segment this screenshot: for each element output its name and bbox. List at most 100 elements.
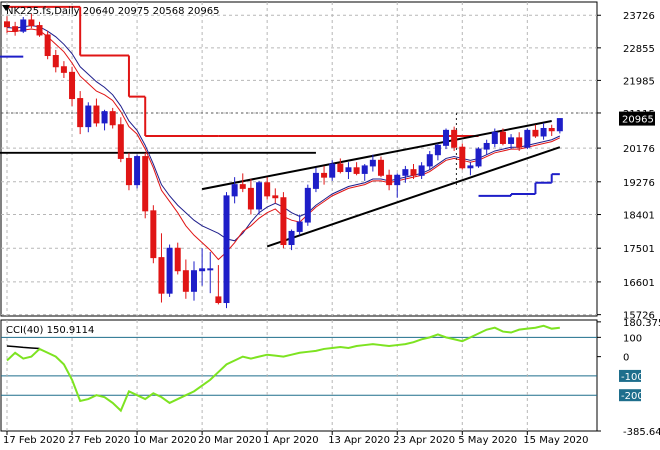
candle-bear: [117, 124, 124, 159]
candle-bull: [231, 184, 238, 197]
candle-bear: [4, 21, 10, 28]
time-tick-label: 17 Feb 2020: [3, 435, 65, 446]
cci-tick-label: 180.3754: [623, 318, 660, 329]
candle-bear: [150, 210, 157, 259]
candle-bull: [426, 154, 433, 167]
candle-bull: [434, 144, 441, 156]
candle-bear: [44, 34, 51, 57]
candle-bull: [256, 182, 263, 210]
cci-label: CCI(40) 150.9114: [6, 325, 94, 336]
candle-bull: [467, 165, 474, 169]
candle-bull: [418, 165, 425, 176]
candle-bear: [499, 131, 506, 144]
cci-black-segment: [6, 345, 40, 350]
price-tick-label: 21985: [623, 76, 655, 87]
last-price-box: [619, 111, 655, 126]
candle-bull: [475, 148, 482, 167]
collapse-triangle-icon[interactable]: [2, 5, 10, 11]
candle-bear: [109, 111, 116, 126]
candle-bull: [329, 163, 336, 178]
candle-bear: [451, 129, 458, 148]
candle-bear: [36, 25, 43, 36]
cci-level-marker: [619, 389, 641, 402]
candle-bear: [459, 146, 466, 169]
candle-bull: [101, 111, 108, 124]
candle-bull: [207, 268, 214, 271]
candle-bear: [158, 257, 165, 294]
candle-bear: [386, 174, 393, 186]
cci-lines: [6, 324, 560, 413]
candle-bull: [369, 159, 376, 167]
candle-bear: [321, 172, 328, 178]
price-tick-label: 19276: [623, 178, 655, 189]
candle-bull: [304, 187, 311, 223]
last-price-label: 20965: [622, 115, 654, 126]
candle-bear: [272, 195, 279, 199]
candle-bull: [288, 230, 295, 246]
cci-level-label: -200: [621, 391, 644, 402]
candle-bull: [20, 19, 27, 32]
candle-bear: [60, 66, 67, 73]
cci-tick-label: -385.640: [623, 427, 660, 438]
price-pane-frame: [0, 1, 598, 317]
cci-grid: [1, 320, 597, 431]
candle-bear: [69, 71, 76, 100]
price-tick-label: 16601: [623, 278, 655, 289]
candle-bear: [142, 156, 149, 212]
cci-level-label: -100: [621, 372, 644, 383]
candle-bear: [377, 159, 384, 176]
candles: [4, 13, 563, 309]
trendline: [266, 146, 561, 248]
price-pane: 2372622855219852111520176192761840117501…: [0, 1, 655, 322]
candle-bear: [410, 169, 417, 176]
price-y-axis: 2372622855219852111520176192761840117501…: [597, 11, 655, 322]
candle-bear: [182, 270, 189, 292]
candle-bear: [215, 296, 222, 304]
candle-bull: [312, 172, 319, 189]
price-tick-label: 22855: [623, 44, 655, 55]
candle-bear: [264, 182, 271, 197]
candle-bear: [532, 129, 539, 137]
time-tick-label: 15 May 2020: [523, 435, 588, 446]
candle-bull: [540, 127, 547, 137]
cci-y-axis: 180.3754 100 0 -100 -200 -385.640: [597, 318, 660, 438]
candle-bull: [296, 221, 303, 232]
time-tick-label: 5 May 2020: [458, 435, 517, 446]
candle-bear: [516, 137, 523, 148]
candle-bull: [134, 156, 141, 186]
cci-level-marker: [619, 369, 641, 382]
time-tick-label: 20 Mar 2020: [198, 435, 261, 446]
candle-bear: [280, 197, 287, 246]
candle-bull: [361, 165, 368, 174]
candle-bull: [166, 247, 173, 294]
candle-bear: [337, 163, 344, 173]
candle-bear: [77, 98, 84, 128]
candle-bear: [353, 167, 360, 174]
price-tick-label: 20176: [623, 144, 655, 155]
time-tick-label: 27 Feb 2020: [68, 435, 130, 446]
candle-bear: [93, 105, 100, 124]
candle-bull: [223, 195, 230, 304]
candle-bull: [85, 105, 92, 128]
candle-bull: [199, 268, 206, 272]
candle-bear: [247, 187, 254, 210]
candle-bear: [28, 19, 35, 27]
candle-bear: [239, 184, 246, 189]
cci-line: [6, 324, 560, 413]
cci-pane: 180.3754 100 0 -100 -200 -385.640 CCI(40) 150…: [0, 318, 660, 438]
candle-bear: [12, 26, 19, 32]
price-tick-label: 23726: [623, 11, 655, 22]
time-tick-label: 1 Apr 2020: [263, 435, 318, 446]
symbol-label: NK225.fs,Daily 20640 20975 20568 20965: [6, 6, 220, 17]
candle-bull: [491, 131, 498, 144]
candle-bull: [483, 142, 490, 150]
candle-bear: [174, 247, 181, 272]
price-tick-label: 15726: [623, 311, 655, 322]
candle-bull: [508, 137, 515, 144]
candle-bull: [556, 118, 563, 132]
time-tick-label: 10 Mar 2020: [133, 435, 196, 446]
price-tick-label: 18401: [623, 211, 655, 222]
candle-bear: [52, 55, 59, 68]
time-tick-label: 23 Apr 2020: [393, 435, 455, 446]
